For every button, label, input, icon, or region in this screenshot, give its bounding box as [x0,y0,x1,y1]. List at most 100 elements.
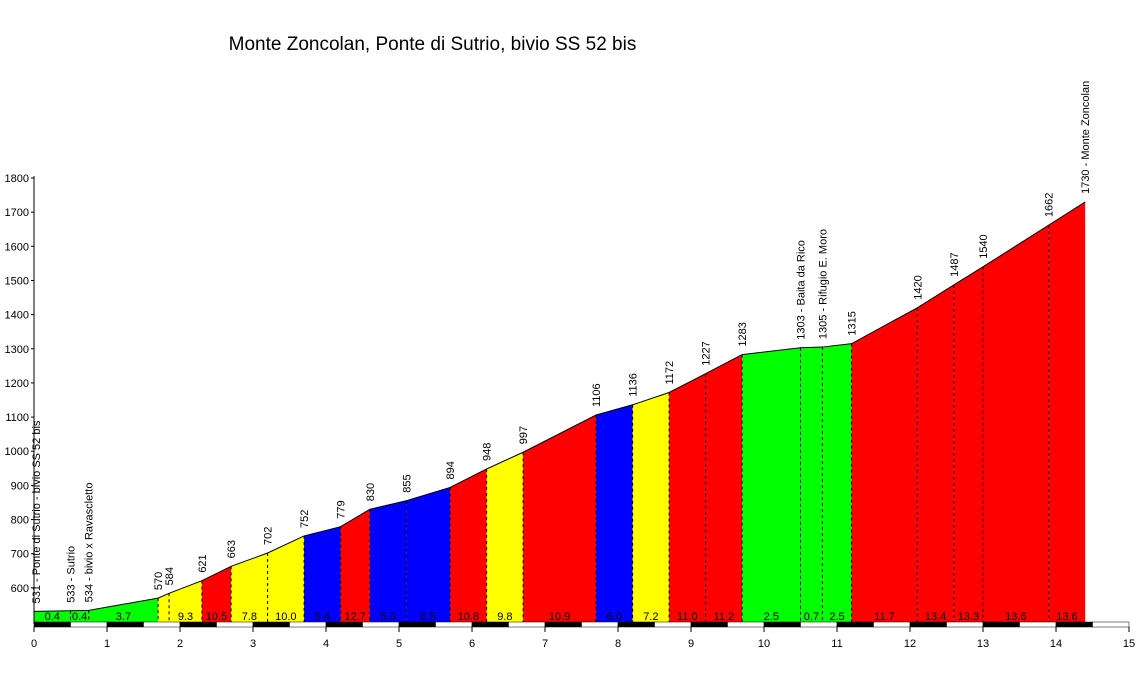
x-distance-bar [690,621,728,628]
y-tick-label: 1500 [5,275,29,287]
elevation-label: 621 [197,554,209,572]
y-tick-label: 1100 [5,412,29,424]
elevation-label: 1540 [978,234,990,258]
grade-label: 11.7 [874,611,895,623]
segment-area [201,566,232,622]
grade-label: 5.0 [380,611,395,623]
elevation-label: 570 [153,572,165,590]
x-distance-bar [982,621,1020,628]
segment-area [1048,201,1086,622]
x-tick-label: 11 [831,638,842,650]
segment-area [851,307,918,622]
segment-area [34,610,71,622]
x-tick-label: 15 [1123,638,1135,650]
segment-area [596,404,633,622]
x-distance-bar [873,621,911,628]
segment-area [406,487,451,622]
x-tick-label: 9 [688,638,694,650]
segment-area [340,509,370,622]
elevation-label: 1487 [949,252,961,276]
x-distance-bar [1019,621,1057,628]
x-tick-label: 6 [469,638,475,650]
chart-title: Monte Zoncolan, Ponte di Sutrio, bivio S… [228,34,637,55]
x-tick-label: 4 [323,638,329,650]
grade-label: 10.9 [549,611,570,623]
y-tick-label: 1000 [5,446,29,458]
grade-label: 3.7 [116,611,131,623]
grade-label: 13.6 [1056,611,1077,623]
segment-area [523,415,597,622]
y-tick-label: 600 [11,583,29,595]
segment-area [953,266,983,622]
y-tick-label: 1300 [5,344,29,356]
x-distance-bar [106,621,144,628]
x-distance-bar [654,621,692,628]
elevation-label: 752 [299,510,311,528]
x-distance-bar [325,621,363,628]
grade-label: 10.0 [275,611,296,623]
grade-label: 2.5 [764,611,779,623]
x-tick-label: 10 [758,638,770,650]
x-distance-bar [70,621,108,628]
elevation-label: 1730 - Monte Zoncolan [1080,81,1092,194]
segment-area [88,598,159,622]
segment-area [169,580,202,622]
grade-label: 12.7 [344,611,365,623]
segment-area [822,343,852,622]
elevation-label: 584 [164,567,176,585]
grade-label: 0.4 [72,611,87,623]
elevation-label: 779 [336,500,348,518]
grade-label: 0.4 [45,611,60,623]
y-tick-label: 800 [11,515,29,527]
segment-area [742,347,801,622]
x-distance-bar [179,621,217,628]
segment-area [450,468,487,622]
grade-label: 6.5 [421,611,436,623]
segment-area [231,553,268,622]
grade-label: 6.0 [607,611,622,623]
elevation-label: 830 [365,483,377,501]
y-tick-label: 1700 [5,207,29,219]
x-distance-bar [471,621,509,628]
elevation-label: 894 [445,461,457,479]
grade-label: 5.4 [315,611,330,623]
elevation-label: 1315 [847,311,859,335]
y-tick-label: 1400 [5,310,29,322]
x-distance-bar [617,621,655,628]
x-distance-bar [909,621,947,628]
x-tick-label: 1 [104,638,110,650]
elevation-label: 1136 [628,373,640,397]
elevation-label: 1172 [664,361,676,385]
x-distance-bar [836,621,874,628]
grade-label: 2.5 [829,611,844,623]
x-distance-bar [946,621,984,628]
grade-label: 7.2 [643,611,658,623]
y-tick-label: 1600 [5,241,29,253]
x-tick-label: 14 [1050,638,1062,650]
grade-label: 10.8 [458,611,479,623]
x-distance-bar [800,621,838,628]
segment-area [917,284,954,622]
x-tick-label: 8 [615,638,621,650]
x-distance-bar [216,621,254,628]
elevation-label: 1283 [737,322,749,346]
segment-area [705,354,743,622]
x-distance-bar [727,621,765,628]
elevation-label: 948 [482,443,494,461]
elevation-label: 997 [518,426,530,444]
x-distance-bar [435,621,473,628]
elevation-label: 1106 [591,383,603,407]
elevation-label: 1227 [701,341,713,365]
x-tick-label: 3 [250,638,256,650]
segment-area [70,610,89,622]
x-distance-bar [1055,621,1093,628]
profile-segments [33,201,1086,622]
x-distance-bar [508,621,546,628]
x-distance-bar [398,621,436,628]
segment-area [632,392,670,622]
x-distance-bar [544,621,582,628]
grade-label: 7.8 [242,611,257,623]
grade-label: 0.7 [804,611,819,623]
segment-area [304,526,341,622]
segment-area [267,535,305,622]
